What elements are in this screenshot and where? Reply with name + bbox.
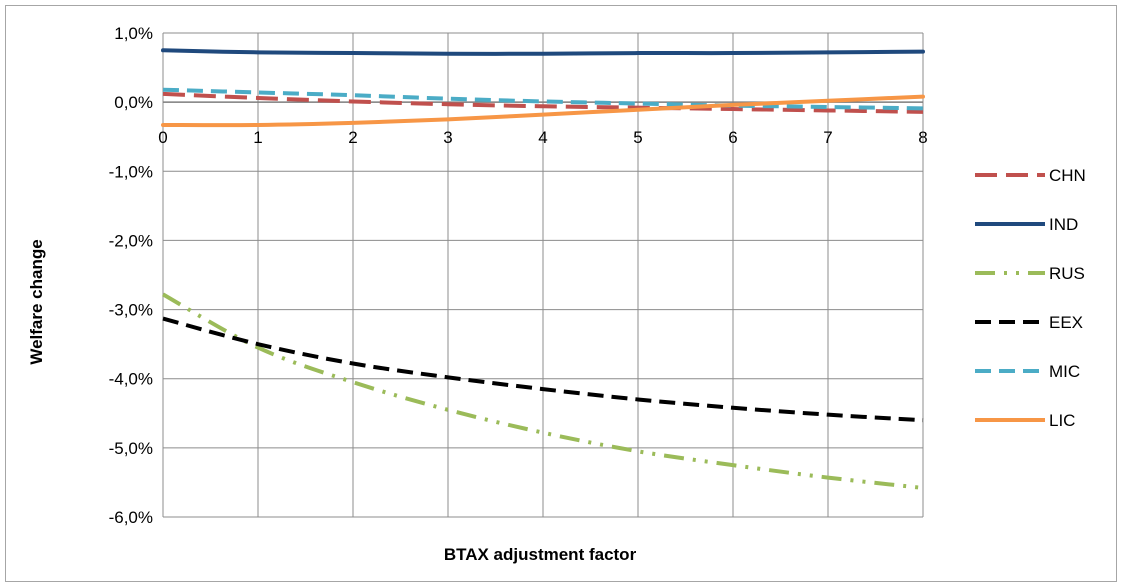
tick-labels: 1,0% 0,0% -1,0% -2,0% -3,0% -4,0% -5,0% -6,0% 0 1… <box>109 24 928 527</box>
legend-label-rus: RUS <box>1049 264 1085 283</box>
legend-label-eex: EEX <box>1049 313 1083 332</box>
x-tick-label: 5 <box>633 128 642 147</box>
y-tick-label: 0,0% <box>114 93 153 112</box>
x-tick-label: 3 <box>443 128 452 147</box>
y-axis-title: Welfare change <box>27 239 46 364</box>
legend-label-chn: CHN <box>1049 166 1086 185</box>
series-line-chn <box>162 91 924 114</box>
x-tick-label: 0 <box>158 128 167 147</box>
y-tick-label: -3,0% <box>109 301 153 320</box>
legend-label-ind: IND <box>1049 215 1078 234</box>
x-tick-label: 8 <box>918 128 927 147</box>
x-tick-label: 2 <box>348 128 357 147</box>
series-line-eex <box>162 316 924 423</box>
y-tick-label: -1,0% <box>109 162 153 181</box>
y-tick-label: -2,0% <box>109 231 153 250</box>
legend: CHN IND RUS EEX MIC LIC <box>975 166 1086 430</box>
x-tick-label: 6 <box>728 128 737 147</box>
series-line-lic <box>161 94 925 128</box>
x-tick-label: 7 <box>823 128 832 147</box>
y-tick-label: -5,0% <box>109 439 153 458</box>
x-tick-label: 1 <box>253 128 262 147</box>
y-tick-label: -4,0% <box>109 370 153 389</box>
x-axis-title: BTAX adjustment factor <box>444 545 637 564</box>
y-tick-label: 1,0% <box>114 24 153 43</box>
series-line-ind <box>161 48 925 56</box>
legend-label-lic: LIC <box>1049 411 1075 430</box>
series-line-mic <box>162 87 924 111</box>
series-lines <box>161 48 925 490</box>
legend-label-mic: MIC <box>1049 362 1080 381</box>
x-tick-label: 4 <box>538 128 547 147</box>
y-tick-label: -6,0% <box>109 508 153 527</box>
